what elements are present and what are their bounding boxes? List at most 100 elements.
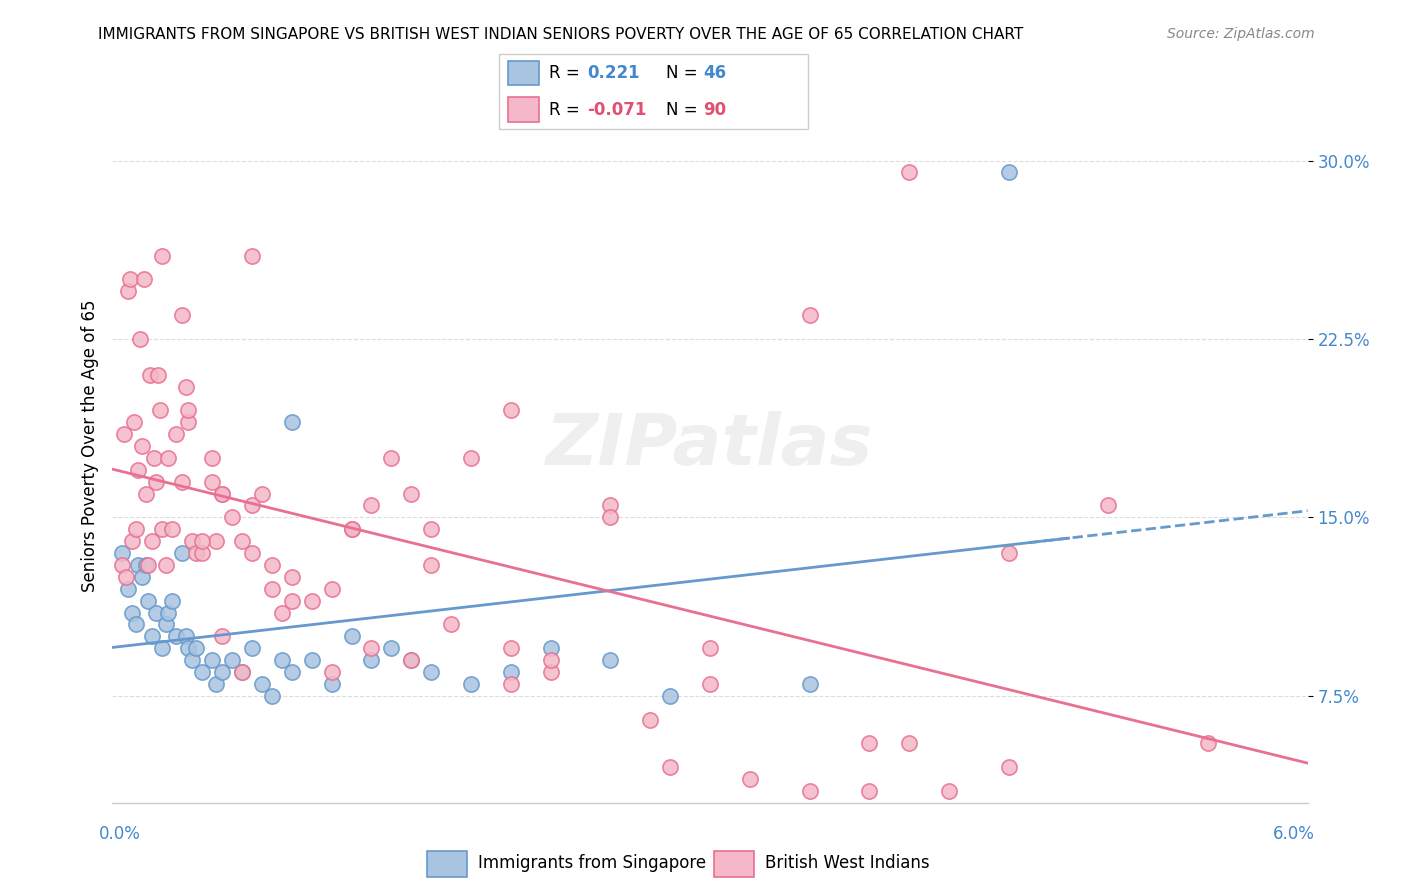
Point [111, 546, 134, 560]
Point [150, 641, 173, 656]
Point [460, 677, 482, 691]
Point [172, 475, 194, 489]
Point [599, 499, 621, 513]
Text: N =: N = [666, 64, 703, 82]
Point [165, 427, 187, 442]
Point [659, 760, 682, 774]
Point [135, 558, 157, 572]
Point [240, 249, 263, 263]
Point [149, 403, 172, 417]
Point [141, 534, 163, 549]
Text: 6.0%: 6.0% [1272, 825, 1315, 843]
Point [799, 677, 821, 691]
Point [699, 641, 721, 656]
Point [270, 653, 292, 667]
Point [340, 629, 363, 643]
Text: -0.071: -0.071 [588, 101, 647, 119]
Point [129, 332, 152, 346]
Point [380, 450, 402, 465]
Point [120, 272, 142, 286]
Text: R =: R = [548, 64, 585, 82]
Point [148, 368, 170, 382]
Point [125, 617, 148, 632]
Point [401, 653, 423, 667]
Point [858, 736, 880, 750]
Point [1197, 736, 1219, 750]
Y-axis label: Seniors Poverty Over the Age of 65: Seniors Poverty Over the Age of 65 [80, 300, 98, 592]
Point [205, 534, 228, 549]
Point [499, 677, 522, 691]
Point [420, 665, 443, 679]
Point [157, 450, 180, 465]
Point [124, 415, 146, 429]
Point [260, 558, 283, 572]
Point [162, 522, 183, 536]
Point [191, 534, 214, 549]
Bar [427, 851, 467, 877]
Point [186, 641, 208, 656]
Point [141, 629, 163, 643]
Point [998, 165, 1021, 179]
Point [540, 641, 562, 656]
Point [115, 570, 138, 584]
Point [240, 641, 263, 656]
Point [157, 606, 180, 620]
Point [321, 665, 343, 679]
Point [162, 593, 183, 607]
Point [211, 629, 233, 643]
Point [998, 546, 1021, 560]
Point [281, 593, 304, 607]
Point [599, 510, 621, 524]
Point [201, 653, 224, 667]
Text: ZIPatlas: ZIPatlas [547, 411, 873, 481]
Point [221, 653, 243, 667]
Text: 0.0%: 0.0% [98, 825, 141, 843]
Point [360, 499, 382, 513]
Point [165, 629, 187, 643]
Point [499, 641, 522, 656]
Point [340, 522, 363, 536]
Point [145, 475, 167, 489]
Point [172, 308, 194, 322]
Point [181, 653, 204, 667]
Point [898, 736, 921, 750]
Text: 46: 46 [703, 64, 727, 82]
Point [738, 772, 761, 786]
Point [117, 285, 139, 299]
Point [499, 403, 522, 417]
Text: British West Indians: British West Indians [765, 854, 929, 872]
Text: 0.221: 0.221 [588, 64, 640, 82]
Point [143, 450, 166, 465]
Point [174, 379, 197, 393]
Point [420, 522, 443, 536]
Point [260, 689, 283, 703]
Point [131, 439, 153, 453]
Point [360, 641, 382, 656]
Point [172, 546, 194, 560]
Point [155, 558, 177, 572]
Point [121, 606, 143, 620]
Point [1097, 499, 1119, 513]
Bar [714, 851, 754, 877]
Point [321, 582, 343, 596]
Point [640, 713, 662, 727]
Point [240, 546, 263, 560]
Point [360, 653, 382, 667]
Point [281, 665, 304, 679]
Text: Immigrants from Singapore: Immigrants from Singapore [478, 854, 706, 872]
Point [177, 415, 200, 429]
Point [155, 617, 177, 632]
Point [321, 677, 343, 691]
Text: 90: 90 [703, 101, 727, 119]
Point [440, 617, 463, 632]
Point [799, 308, 821, 322]
Bar [509, 62, 540, 86]
Point [270, 606, 292, 620]
Point [211, 665, 233, 679]
Point [150, 522, 173, 536]
Point [174, 629, 197, 643]
Point [191, 546, 214, 560]
Point [858, 784, 880, 798]
Point [281, 415, 304, 429]
Point [205, 677, 228, 691]
